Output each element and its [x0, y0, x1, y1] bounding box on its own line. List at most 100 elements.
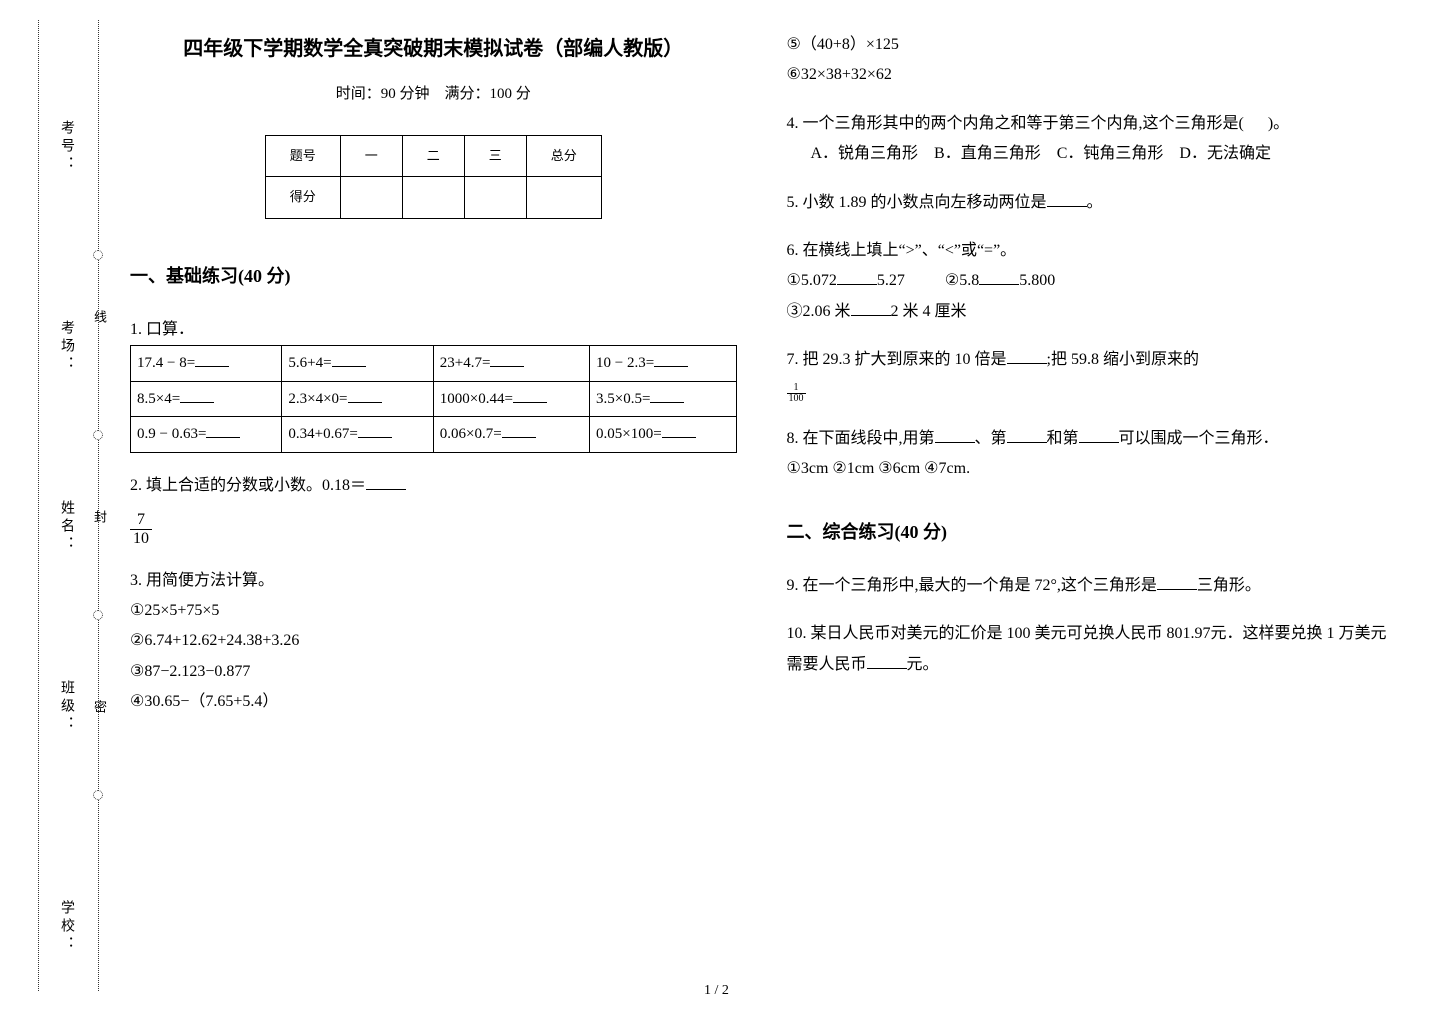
q1-c: 0.9 − 0.63= — [137, 426, 206, 442]
answer-blank — [867, 653, 907, 669]
answer-blank — [490, 352, 524, 367]
answer-blank — [662, 423, 696, 438]
right-column: ⑤（40+8）×125 ⑥32×38+32×62 4. 一个三角形其中的两个内角… — [787, 30, 1394, 971]
q1-c: 0.06×0.7= — [440, 426, 502, 442]
q8: 8. 在下面线段中,用第、第和第可以围成一个三角形． ①3cm ②1cm ③6c… — [787, 424, 1394, 485]
q4: 4. 一个三角形其中的两个内角之和等于第三个内角,这个三角形是( )。 A．锐角… — [787, 109, 1394, 170]
score-r2-label: 得分 — [265, 177, 340, 219]
q3-item: ④30.65−（7.65+5.4） — [130, 687, 737, 717]
q1-c: 0.05×100= — [596, 426, 662, 442]
q3-item: ②6.74+12.62+24.38+3.26 — [130, 626, 737, 656]
binding-margin: 考号： 考场： 姓名： 班级： 学校： 线 封 密 — [20, 0, 110, 1011]
score-blank — [402, 177, 464, 219]
q9: 9. 在一个三角形中,最大的一个角是 72°,这个三角形是三角形。 — [787, 571, 1394, 601]
answer-blank — [332, 352, 366, 367]
frac-den: 100 — [787, 394, 806, 404]
q7-fraction: 1 100 — [787, 383, 806, 404]
binding-circle — [93, 610, 103, 620]
binding-label-room: 考场： — [56, 320, 76, 374]
score-blank — [340, 177, 402, 219]
q2-line: 2. 填上合适的分数或小数。0.18＝ — [130, 471, 737, 501]
binding-label-name: 姓名： — [56, 500, 76, 554]
left-column: 四年级下学期数学全真突破期末模拟试卷（部编人教版） 时间：90 分钟 满分：10… — [130, 30, 737, 971]
q1-table: 17.4 − 8= 5.6+4= 23+4.7= 10 − 2.3= 8.5×4… — [130, 345, 737, 453]
section-2-heading: 二、综合练习(40 分) — [787, 515, 1394, 549]
binding-label-class: 班级： — [56, 680, 76, 734]
q4-options: A．锐角三角形 B．直角三角形 C．钝角三角形 D．无法确定 — [787, 139, 1394, 169]
score-blank — [464, 177, 526, 219]
q1-c: 8.5×4= — [137, 391, 180, 407]
fullscore-label: 满分：100 分 — [445, 86, 531, 102]
binding-seal-mi: 密 — [90, 700, 109, 733]
q1-c: 3.5×0.5= — [596, 391, 650, 407]
answer-blank — [1079, 427, 1119, 443]
score-blank — [526, 177, 601, 219]
page-content: 四年级下学期数学全真突破期末模拟试卷（部编人教版） 时间：90 分钟 满分：10… — [130, 30, 1393, 971]
score-table: 题号 一 二 三 总分 得分 — [265, 135, 602, 219]
q8-stem: 8. 在下面线段中,用第、第和第可以围成一个三角形． — [787, 424, 1394, 454]
q1-c: 10 − 2.3= — [596, 355, 654, 371]
q3-item-6: ⑥32×38+32×62 — [787, 60, 1394, 90]
answer-blank — [654, 352, 688, 367]
q1-c: 2.3×4×0= — [288, 391, 347, 407]
q3-item: ③87−2.123−0.877 — [130, 657, 737, 687]
q6-stem: 6. 在横线上填上“>”、“<”或“=”。 — [787, 236, 1394, 266]
answer-blank — [650, 388, 684, 403]
q1-c: 17.4 − 8= — [137, 355, 195, 371]
frac-den: 10 — [130, 530, 152, 548]
q3: 3. 用简便方法计算。 ①25×5+75×5 ②6.74+12.62+24.38… — [130, 566, 737, 718]
q2-stem: 2. 填上合适的分数或小数。0.18＝ — [130, 477, 366, 494]
q2-fraction: 7 10 — [130, 511, 152, 547]
q6-line1: ①5.0725.27 ②5.85.800 — [787, 266, 1394, 296]
q2: 2. 填上合适的分数或小数。0.18＝ 7 10 — [130, 471, 737, 548]
time-label: 时间：90 分钟 — [336, 86, 430, 102]
q7: 7. 把 29.3 扩大到原来的 10 倍是;把 59.8 缩小到原来的 1 1… — [787, 345, 1394, 406]
answer-blank — [502, 423, 536, 438]
answer-blank — [1007, 427, 1047, 443]
q3-item: ①25×5+75×5 — [130, 596, 737, 626]
binding-seal-xian: 线 — [90, 310, 109, 343]
dotted-line-inner — [98, 20, 99, 991]
q7-line: 7. 把 29.3 扩大到原来的 10 倍是;把 59.8 缩小到原来的 — [787, 345, 1394, 375]
answer-blank — [837, 269, 877, 285]
answer-blank — [348, 388, 382, 403]
q3-item-5: ⑤（40+8）×125 — [787, 30, 1394, 60]
q1-c: 0.34+0.67= — [288, 426, 357, 442]
q8-options: ①3cm ②1cm ③6cm ④7cm. — [787, 454, 1394, 484]
answer-blank — [979, 269, 1019, 285]
exam-title: 四年级下学期数学全真突破期末模拟试卷（部编人教版） — [130, 30, 737, 68]
answer-blank — [180, 388, 214, 403]
q6-line2: ③2.06 米2 米 4 厘米 — [787, 297, 1394, 327]
q1-stem: 1. 口算． — [130, 315, 737, 345]
q1-c: 5.6+4= — [288, 355, 331, 371]
answer-blank — [1007, 348, 1047, 364]
binding-label-examno: 考号： — [56, 120, 76, 174]
answer-blank — [513, 388, 547, 403]
q3-stem: 3. 用简便方法计算。 — [130, 566, 737, 596]
q6: 6. 在横线上填上“>”、“<”或“=”。 ①5.0725.27 ②5.85.8… — [787, 236, 1394, 327]
frac-num: 7 — [130, 511, 152, 530]
binding-label-school: 学校： — [56, 900, 76, 954]
q4-stem: 4. 一个三角形其中的两个内角之和等于第三个内角,这个三角形是( )。 — [787, 109, 1394, 139]
q1-c: 1000×0.44= — [440, 391, 513, 407]
dotted-line-outer — [38, 20, 39, 991]
q1-c: 23+4.7= — [440, 355, 491, 371]
exam-subtitle: 时间：90 分钟 满分：100 分 — [130, 80, 737, 109]
answer-blank — [206, 423, 240, 438]
binding-circle — [93, 250, 103, 260]
answer-blank — [195, 352, 229, 367]
q1: 1. 口算． 17.4 − 8= 5.6+4= 23+4.7= 10 − 2.3… — [130, 315, 737, 453]
binding-circle — [93, 430, 103, 440]
q10: 10. 某日人民币对美元的汇价是 100 美元可兑换人民币 801.97元．这样… — [787, 619, 1394, 680]
binding-seal-feng: 封 — [90, 510, 109, 543]
answer-blank — [851, 300, 891, 316]
q5: 5. 小数 1.89 的小数点向左移动两位是。 — [787, 188, 1394, 218]
score-h3: 三 — [464, 135, 526, 177]
answer-blank — [1047, 191, 1087, 207]
binding-circle — [93, 790, 103, 800]
answer-blank — [366, 474, 406, 490]
score-h1: 一 — [340, 135, 402, 177]
score-h2: 二 — [402, 135, 464, 177]
answer-blank — [1157, 574, 1197, 590]
answer-blank — [358, 423, 392, 438]
